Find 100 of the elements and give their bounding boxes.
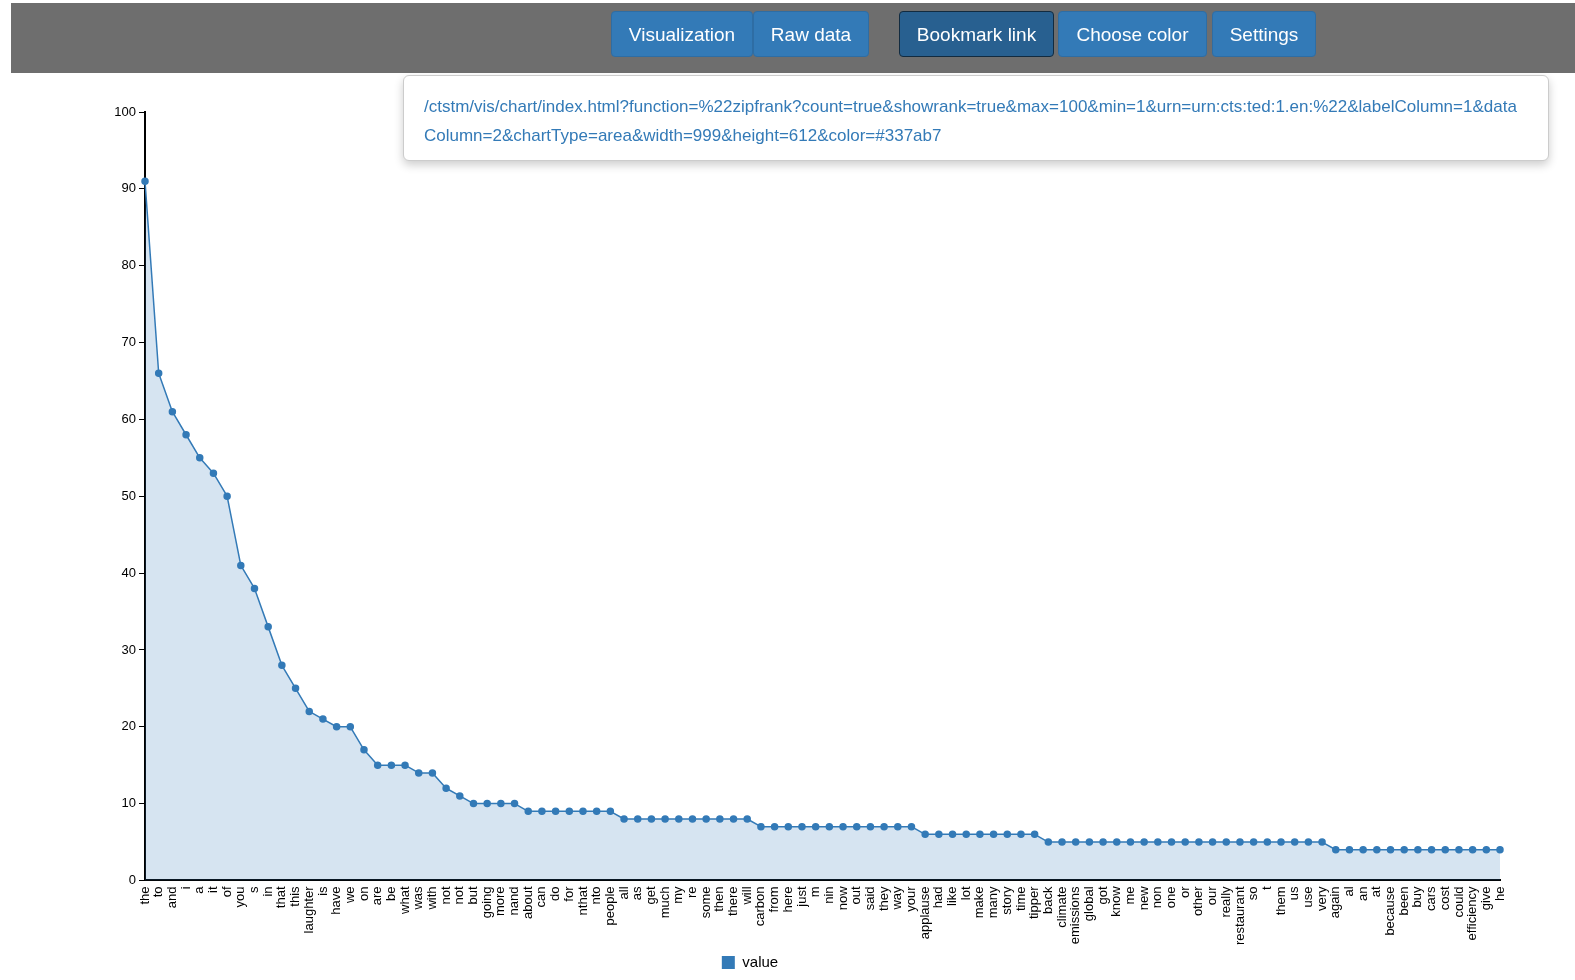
x-tick-label: really bbox=[1217, 885, 1233, 918]
x-tick-label: al bbox=[1341, 886, 1357, 897]
x-tick-label: climate bbox=[1053, 886, 1069, 928]
x-tick-label: nthat bbox=[574, 886, 590, 916]
x-tick-label: use bbox=[1299, 886, 1315, 908]
x-tick-label: again bbox=[1327, 886, 1343, 919]
x-tick-label: make bbox=[971, 886, 987, 919]
x-tick-label: nto bbox=[588, 886, 604, 905]
y-tick-label: 70 bbox=[121, 334, 136, 350]
x-tick-label: an bbox=[1354, 886, 1370, 901]
x-tick-label: a bbox=[191, 885, 207, 894]
x-tick-label: laughter bbox=[300, 885, 316, 934]
x-tick-label: tipper bbox=[1026, 885, 1042, 919]
x-tick-label: had bbox=[930, 886, 946, 909]
x-tick-label: our bbox=[1204, 885, 1220, 906]
x-tick-label: some bbox=[697, 886, 713, 919]
x-tick-label: it bbox=[205, 886, 221, 893]
y-tick-label: 50 bbox=[121, 487, 136, 503]
x-tick-label: about bbox=[519, 886, 535, 920]
x-tick-label: but bbox=[465, 886, 481, 905]
x-tick-label: s bbox=[246, 885, 262, 893]
x-tick-label: other bbox=[1190, 885, 1206, 917]
x-tick-label: there bbox=[725, 886, 741, 917]
x-tick-label: have bbox=[328, 886, 344, 915]
x-tick-label: for bbox=[560, 885, 576, 902]
x-tick-label: been bbox=[1395, 886, 1411, 916]
x-tick-label: to bbox=[150, 886, 166, 898]
x-tick-label: non bbox=[1149, 886, 1165, 909]
x-tick-label: will bbox=[738, 886, 754, 906]
x-tick-label: because bbox=[1382, 886, 1398, 936]
x-tick-label: what bbox=[396, 886, 412, 915]
x-tick-label: this bbox=[287, 885, 303, 907]
x-tick-label: of bbox=[218, 886, 234, 898]
x-tick-label: are bbox=[369, 886, 385, 906]
x-tick-label: he bbox=[1491, 886, 1507, 901]
x-tick-label: just bbox=[793, 886, 809, 908]
x-tick-label: they bbox=[875, 885, 891, 912]
x-tick-label: be bbox=[382, 886, 398, 901]
x-tick-label: going bbox=[478, 886, 494, 919]
y-tick-label: 40 bbox=[121, 564, 136, 580]
x-tick-label: buy bbox=[1409, 885, 1425, 908]
y-tick-label: 30 bbox=[121, 641, 136, 657]
x-tick-label: on bbox=[355, 886, 371, 901]
x-tick-label: from bbox=[766, 886, 782, 913]
x-tick-label: with bbox=[424, 886, 439, 911]
x-tick-label: got bbox=[1094, 886, 1110, 905]
x-tick-label: global bbox=[1080, 886, 1096, 922]
y-tick-label: 80 bbox=[121, 257, 136, 273]
x-tick-label: you bbox=[232, 886, 248, 908]
x-tick-label: the bbox=[136, 886, 152, 905]
y-tick-label: 90 bbox=[121, 180, 136, 196]
x-tick-label: nin bbox=[820, 886, 836, 904]
text: Raw data bbox=[753, 11, 869, 57]
x-tick-label: do bbox=[547, 886, 563, 901]
x-tick-label: so bbox=[1245, 886, 1261, 901]
x-tick-label: carbon bbox=[752, 886, 768, 927]
x-tick-label: efficiency bbox=[1464, 885, 1480, 941]
x-tick-label: at bbox=[1368, 886, 1384, 898]
x-tick-label: know bbox=[1108, 885, 1124, 917]
x-tick-label: here bbox=[779, 886, 795, 913]
x-tick-label: as bbox=[629, 885, 645, 901]
x-tick-label: could bbox=[1450, 886, 1466, 918]
y-tick-label: 100 bbox=[114, 103, 136, 119]
x-tick-label: many bbox=[985, 885, 1001, 919]
x-tick-label: very bbox=[1313, 885, 1329, 912]
x-tick-label: i bbox=[177, 886, 193, 890]
x-tick-label: your bbox=[903, 885, 919, 912]
x-tick-label: cars bbox=[1423, 885, 1439, 912]
x-tick-label: not bbox=[437, 886, 453, 905]
x-tick-label: was bbox=[410, 885, 426, 911]
x-tick-label: can bbox=[533, 886, 549, 908]
legend-label: value bbox=[742, 952, 779, 970]
x-tick-label: not bbox=[451, 886, 467, 905]
x-tick-label: lot bbox=[957, 886, 973, 901]
x-tick-label: get bbox=[642, 886, 658, 905]
x-tick-label: emissions bbox=[1067, 885, 1083, 945]
x-tick-label: and bbox=[163, 886, 179, 909]
x-tick-label: is bbox=[314, 885, 330, 896]
x-tick-label: all bbox=[615, 886, 631, 900]
x-tick-label: in bbox=[259, 886, 275, 897]
y-tick-label: 60 bbox=[121, 410, 136, 426]
x-tick-label: we bbox=[341, 886, 357, 905]
x-tick-label: like bbox=[944, 886, 960, 906]
x-tick-label: now bbox=[834, 885, 850, 911]
y-tick-label: 0 bbox=[128, 872, 136, 888]
x-tick-label: re bbox=[684, 886, 700, 899]
x-tick-label: then bbox=[711, 886, 727, 912]
x-tick-label: that bbox=[273, 886, 289, 909]
annotation: /ctstm/vis/chart/index.html?function=%22zipfrank?count=true&showrank=true&max=100&min=1&urn=urn:cts:ted:1.en:%22&labelColumn=1&dataColumn=2&chartType=area&width=999&height=612&color=#337ab7 bbox=[403, 75, 1549, 161]
x-tick-label: us bbox=[1286, 885, 1302, 901]
x-tick-label: me bbox=[1122, 886, 1138, 905]
x-tick-label: t bbox=[1258, 886, 1274, 891]
text: Bookmark link bbox=[899, 11, 1054, 57]
x-tick-label: my bbox=[670, 885, 686, 904]
x-tick-label: m bbox=[807, 886, 823, 898]
x-tick-label: new bbox=[1135, 885, 1151, 911]
y-tick-label: 10 bbox=[121, 795, 136, 811]
x-tick-label: them bbox=[1272, 886, 1288, 916]
text: Visualization bbox=[611, 11, 753, 57]
x-tick-label: nand bbox=[506, 886, 522, 916]
